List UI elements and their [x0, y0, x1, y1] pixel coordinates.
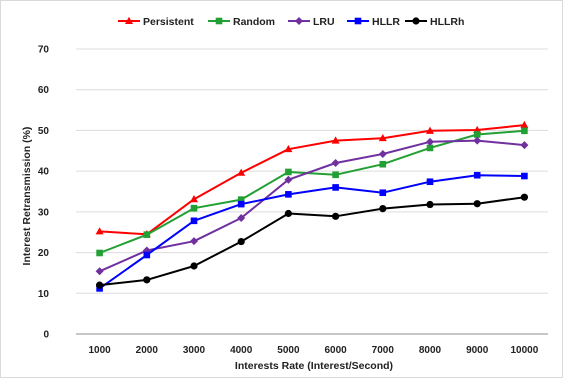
y-tick-label: 70	[38, 45, 50, 56]
data-point-persistent	[237, 168, 246, 176]
data-point-hllr	[190, 217, 198, 225]
series-line-hllr	[99, 174, 525, 290]
legend-marker-persistent	[125, 16, 133, 24]
data-point-random	[426, 144, 434, 152]
data-point-hllr	[473, 171, 481, 179]
data-point-hllr	[521, 172, 528, 180]
legend-marker-hllrh	[412, 17, 420, 25]
x-tick-label: 9000	[466, 345, 489, 356]
legend-item-hllr: HLLR	[347, 16, 400, 28]
data-point-persistent	[520, 120, 529, 129]
x-tick-label: 4000	[230, 345, 253, 356]
legend-item-lru: LRU	[288, 16, 335, 28]
y-tick-labels: 0 10 20 30 40 50 60 70	[38, 45, 50, 341]
data-point-random	[285, 168, 292, 176]
data-point-hllrh	[379, 205, 387, 213]
data-point-hllr	[379, 189, 387, 197]
data-point-persistent	[378, 133, 387, 142]
data-point-lru	[237, 213, 246, 222]
data-point-hllrh	[473, 200, 481, 208]
series-hllrh	[96, 193, 529, 289]
data-point-hllr	[237, 200, 245, 208]
x-tick-label: 10000	[510, 345, 538, 356]
data-point-lru	[284, 175, 293, 184]
x-tick-label: 6000	[324, 345, 347, 356]
data-point-random	[96, 249, 103, 257]
data-point-lru	[95, 267, 104, 276]
legend-label-hllr: HLLR	[372, 16, 400, 28]
x-tick-label: 1000	[88, 345, 111, 356]
x-tick-label: 2000	[136, 345, 159, 356]
data-point-lru	[426, 137, 434, 146]
y-tick-label: 10	[38, 289, 50, 300]
data-point-lru	[331, 159, 340, 167]
data-point-hllr	[143, 251, 151, 259]
series-lru	[95, 136, 529, 276]
y-tick-label: 60	[38, 85, 50, 96]
legend-item-random: Random	[208, 16, 275, 28]
data-point-hllr	[426, 178, 434, 186]
legend-marker-hllr	[354, 17, 362, 25]
x-tick-label: 5000	[277, 345, 300, 356]
y-tick-label: 20	[38, 248, 50, 259]
data-point-hllrh	[143, 276, 151, 284]
data-point-hllrh	[190, 262, 198, 270]
legend-item-hllrh: HLLRh	[405, 16, 464, 28]
x-tick-label: 3000	[183, 345, 206, 356]
data-point-persistent	[95, 227, 104, 235]
data-point-hllrh	[237, 237, 245, 246]
data-point-random	[473, 131, 481, 138]
data-point-hllr	[332, 184, 339, 191]
series-line-persistent	[99, 124, 525, 236]
gridlines	[76, 48, 548, 294]
y-tick-label: 50	[38, 126, 50, 137]
data-point-persistent	[190, 195, 198, 203]
y-tick-label: 30	[38, 207, 50, 218]
legend-marker-lru	[295, 17, 303, 25]
data-point-random	[143, 231, 151, 238]
x-axis-title: Interests Rate (Interest/Second)	[235, 360, 393, 372]
series-hllr	[96, 171, 528, 292]
data-point-persistent	[284, 144, 293, 153]
x-tick-labels: 1000 2000 3000 4000 5000 6000 7000 8000 9000 1000…	[88, 345, 538, 356]
series-line-lru	[99, 139, 525, 273]
data-point-random	[379, 160, 387, 168]
legend-label-hllrh: HLLRh	[430, 16, 464, 28]
data-point-hllr	[285, 191, 292, 198]
data-point-random	[237, 196, 245, 203]
x-tick-label: 7000	[372, 345, 395, 356]
y-tick-label: 40	[38, 167, 50, 178]
data-point-hllrh	[426, 200, 434, 209]
data-point-hllrh	[332, 212, 340, 220]
data-point-hllrh	[520, 193, 529, 201]
data-point-persistent	[331, 136, 340, 144]
data-point-lru	[473, 136, 482, 145]
series	[95, 120, 529, 292]
legend-marker-random	[215, 17, 223, 25]
data-point-hllrh	[96, 281, 104, 289]
data-point-hllrh	[284, 209, 292, 218]
data-point-lru	[190, 237, 198, 246]
legend-label-lru: LRU	[313, 16, 335, 28]
data-point-lru	[520, 141, 529, 150]
y-axis-title: Interest Retransmission (%)	[21, 127, 33, 266]
data-point-random	[521, 127, 528, 135]
y-tick-label: 0	[43, 330, 49, 341]
series-line-hllrh	[99, 196, 525, 287]
x-tick-label: 8000	[419, 345, 442, 356]
data-point-random	[332, 171, 339, 179]
data-point-random	[190, 204, 198, 212]
data-point-persistent	[426, 126, 434, 134]
data-point-lru	[378, 150, 387, 159]
legend-label-random: Random	[233, 16, 275, 28]
legend-item-persistent: Persistent	[118, 16, 194, 28]
legend-label-persistent: Persistent	[143, 16, 194, 28]
legend: Persistent Random LRU HLLR HLLRh	[118, 16, 464, 28]
